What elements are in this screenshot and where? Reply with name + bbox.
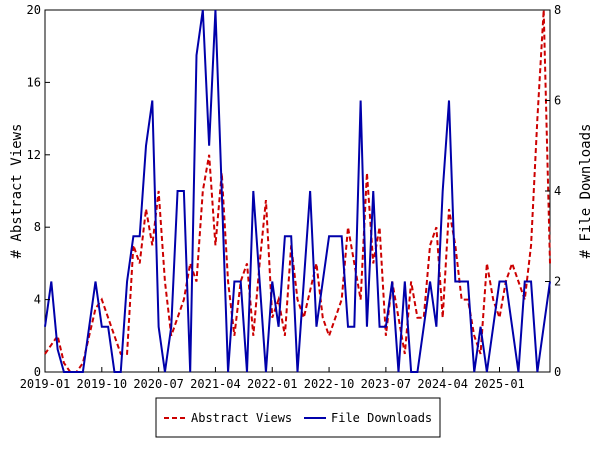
legend-box	[155, 397, 441, 438]
right-tick-label: 0	[554, 365, 561, 379]
y-axis-label-right: # File Downloads	[578, 124, 594, 259]
left-axis: 0 4 8 12 16 20	[27, 3, 50, 379]
legend: Abstract Views File Downloads	[155, 397, 441, 438]
series-line-abstract-views	[44, 9, 551, 373]
x-tick-label: 2023-07	[361, 377, 412, 391]
left-tick-label: 20	[27, 3, 41, 17]
legend-label-file-downloads: File Downloads	[331, 411, 432, 425]
left-tick-label: 4	[34, 293, 41, 307]
x-tick-label: 2019-10	[77, 377, 128, 391]
right-axis: 0 2 4 6 8	[545, 3, 561, 379]
left-tick-label: 0	[34, 365, 41, 379]
series-line-file-downloads	[44, 9, 551, 373]
right-tick-label: 6	[554, 94, 561, 108]
left-tick-label: 8	[34, 220, 41, 234]
x-tick-label: 2019-01	[20, 377, 71, 391]
legend-label-abstract-views: Abstract Views	[191, 411, 292, 425]
series-layer	[44, 9, 551, 373]
y-axis-label-left: # Abstract Views	[9, 124, 25, 259]
x-tick-label: 2021-04	[190, 377, 241, 391]
plot-frame	[44, 9, 551, 373]
x-axis: 2019-01 2019-10 2020-07 2021-04 2022-01 2022-…	[20, 367, 525, 391]
x-tick-label: 2022-01	[247, 377, 298, 391]
x-tick-label: 2025-01	[474, 377, 525, 391]
x-tick-label: 2020-07	[133, 377, 184, 391]
x-tick-label: 2024-04	[417, 377, 468, 391]
right-tick-label: 8	[554, 3, 561, 17]
right-tick-label: 4	[554, 184, 561, 198]
right-tick-label: 2	[554, 275, 561, 289]
left-tick-label: 16	[27, 75, 41, 89]
left-tick-label: 12	[27, 148, 41, 162]
x-tick-label: 2022-10	[304, 377, 355, 391]
